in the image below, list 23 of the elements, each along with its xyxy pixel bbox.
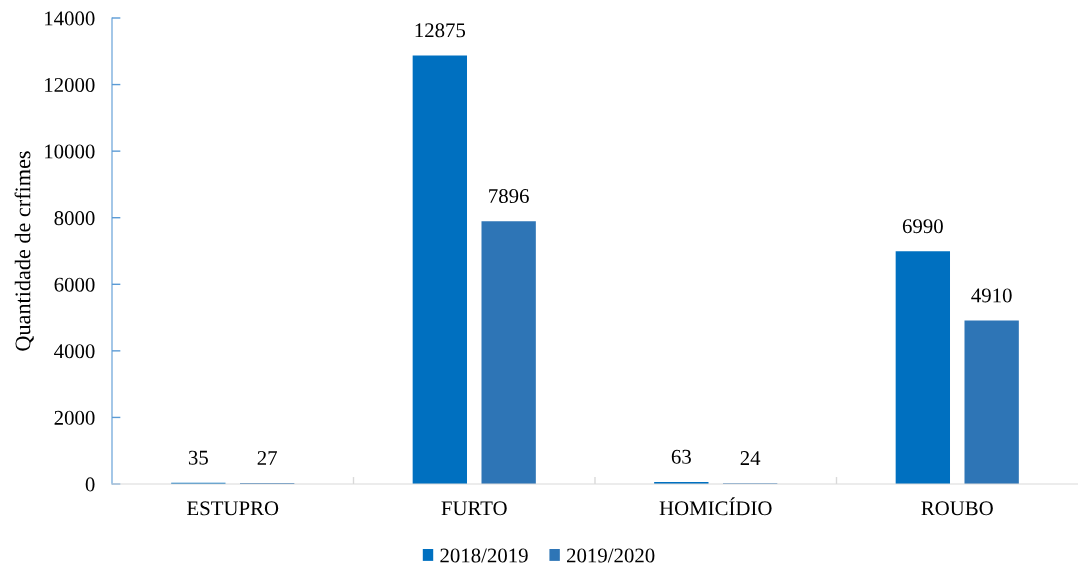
y-tick-label: 8000 (54, 211, 95, 226)
data-label: 27 (257, 450, 277, 465)
data-label: 4910 (971, 288, 1012, 303)
x-tick-label: ROUBO (921, 501, 993, 516)
x-tick-label: ESTUPRO (187, 501, 279, 516)
y-tick-label: 6000 (54, 277, 95, 292)
y-tick-label: 14000 (45, 11, 95, 26)
data-label: 7896 (489, 189, 529, 204)
legend-label: 2019/2020 (567, 548, 655, 563)
data-label: 12875 (415, 23, 466, 38)
y-tick-label: 10000 (45, 144, 95, 159)
y-tick-label: 12000 (45, 77, 95, 92)
y-axis-title: Quantidade de crfimes (14, 151, 34, 351)
data-label: 24 (740, 451, 761, 465)
x-tick-label: HOMICÍDIO (659, 497, 772, 516)
data-label: 6990 (902, 219, 943, 234)
data-label: 63 (671, 449, 691, 464)
y-tick-label: 0 (85, 477, 95, 492)
x-tick-label: FURTO (441, 501, 507, 516)
legend-label: 2018/2019 (440, 548, 528, 563)
y-tick-label: 4000 (54, 344, 95, 359)
y-tick-label: 2000 (54, 410, 95, 425)
data-label: 35 (188, 450, 208, 465)
